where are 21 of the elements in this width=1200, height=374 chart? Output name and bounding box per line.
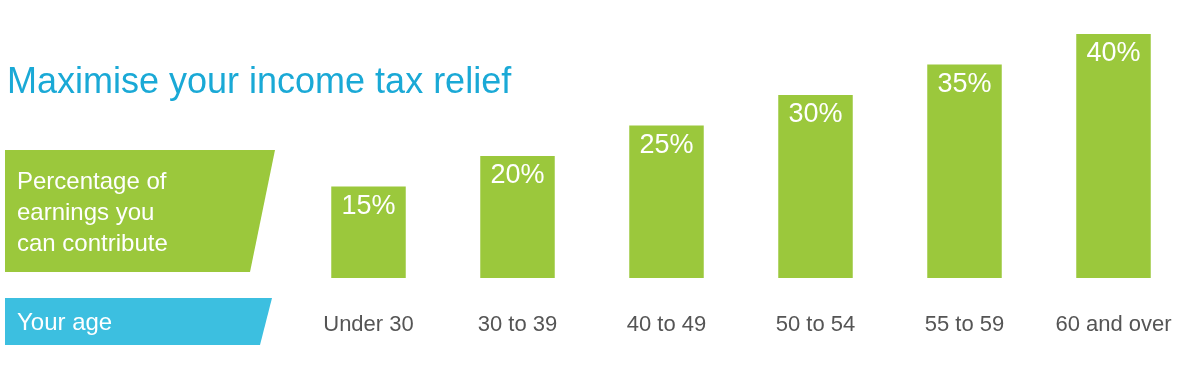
bar xyxy=(629,125,704,278)
text: Percentage of earnings you can contribute xyxy=(17,167,168,257)
x-tick-label: Under 30 xyxy=(323,311,414,336)
bar xyxy=(927,64,1002,278)
bar xyxy=(480,156,555,278)
data-label: 25% xyxy=(639,128,694,159)
data-label: 15% xyxy=(341,189,396,220)
data-label: 30% xyxy=(788,98,843,128)
text: Your age xyxy=(17,308,113,335)
bar xyxy=(1076,34,1151,278)
data-label: 20% xyxy=(490,159,545,189)
x-tick-label: 60 and over xyxy=(1055,311,1172,336)
x-tick-label: 30 to 39 xyxy=(477,311,558,336)
x-tick-label: 40 to 49 xyxy=(626,311,707,336)
data-label: 35% xyxy=(937,67,992,98)
data-label: 40% xyxy=(1086,37,1141,67)
text: Maximise your income tax relief xyxy=(7,60,513,101)
x-tick-label: 50 to 54 xyxy=(775,311,856,336)
x-tick-label: 55 to 59 xyxy=(924,311,1005,336)
bar xyxy=(331,186,406,278)
bar xyxy=(778,95,853,278)
